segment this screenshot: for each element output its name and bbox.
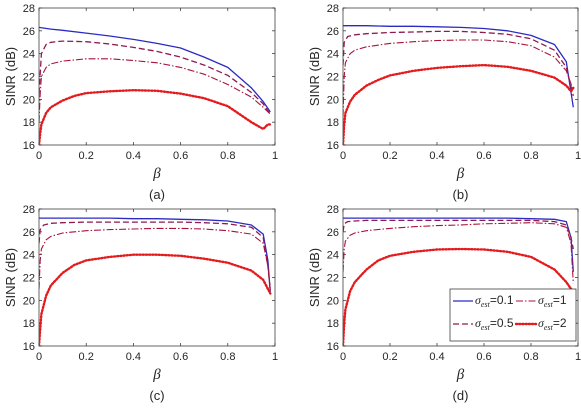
x-tick-label: 1 <box>272 351 278 363</box>
series-line-1 <box>343 217 574 272</box>
x-tick-label: 0.2 <box>382 150 397 162</box>
series-line-3 <box>343 222 574 284</box>
y-tick-label: 24 <box>23 49 35 61</box>
x-tick-label: 0.4 <box>429 150 444 162</box>
panel-caption: (b) <box>453 187 469 202</box>
y-tick-label: 24 <box>327 49 339 61</box>
x-tick-label: 0 <box>36 150 42 162</box>
y-tick-label: 18 <box>23 117 35 129</box>
legend-label: σest=2 <box>538 316 567 332</box>
legend-label: σest=0.5 <box>475 316 514 332</box>
y-tick-label: 22 <box>327 72 339 84</box>
y-tick-label: 28 <box>23 204 35 216</box>
plot-area <box>342 7 579 146</box>
series-line-2 <box>39 221 271 292</box>
x-tick-label: 0.2 <box>79 351 94 363</box>
chart-panel-c: 16 18 20 22 24 26 28 0 0.2 0.4 0.6 0.8 1 SINR (dB) β (c… <box>3 204 278 403</box>
chart-panel-a: 16 18 20 22 24 26 28 0 0.2 0.4 0.6 0.8 1 SINR (dB) β (a… <box>3 3 278 202</box>
x-tick-label: 0.6 <box>173 150 188 162</box>
y-tick-label: 26 <box>23 26 35 38</box>
x-tick-label: 0.6 <box>476 150 491 162</box>
legend-box <box>449 288 577 342</box>
y-tick-label: 20 <box>327 295 339 307</box>
panel-caption: (c) <box>149 388 164 403</box>
y-tick-label: 24 <box>327 250 339 262</box>
series-line-4 <box>39 89 272 145</box>
y-tick-label: 20 <box>23 295 35 307</box>
x-axis-label: β <box>456 367 465 383</box>
panel-caption: (d) <box>453 388 469 403</box>
y-tick-label: 18 <box>327 318 339 330</box>
series-line-4 <box>343 63 575 145</box>
panel-caption: (a) <box>149 187 165 202</box>
series-line-2 <box>343 30 574 97</box>
y-axis-label: SINR (dB) <box>307 248 322 307</box>
series-line-3 <box>343 39 574 117</box>
x-tick-label: 0.6 <box>173 351 188 363</box>
y-axis-label: SINR (dB) <box>3 248 18 307</box>
series-line-2 <box>343 219 574 250</box>
y-tick-label: 18 <box>23 318 35 330</box>
legend-label: σest=1 <box>538 293 567 309</box>
x-tick-label: 0.8 <box>220 150 235 162</box>
y-tick-label: 20 <box>23 94 35 106</box>
legend-label: σest=0.1 <box>475 293 514 309</box>
y-tick-label: 28 <box>327 3 339 15</box>
y-tick-label: 26 <box>327 26 339 38</box>
chart-panel-d: 16 18 20 22 24 26 28 0 0.2 0.4 0.6 0.8 1 SINR (dB) β (d… <box>307 204 581 403</box>
x-tick-label: 1 <box>272 150 278 162</box>
series-line-3 <box>39 58 271 123</box>
x-tick-label: 0.8 <box>523 351 538 363</box>
x-tick-label: 0.6 <box>476 351 491 363</box>
x-axis-label: β <box>456 166 465 182</box>
series-line-3 <box>39 227 271 291</box>
x-tick-label: 1 <box>575 351 581 363</box>
y-tick-label: 26 <box>327 227 339 239</box>
x-tick-label: 0 <box>340 351 346 363</box>
y-axis-label: SINR (dB) <box>3 47 18 106</box>
y-tick-label: 28 <box>23 3 35 15</box>
series-line-4 <box>343 247 575 346</box>
series-line-4 <box>39 253 272 346</box>
y-tick-label: 16 <box>327 341 339 353</box>
plot-area <box>38 7 276 146</box>
y-tick-label: 22 <box>23 273 35 285</box>
x-tick-label: 0.4 <box>429 351 444 363</box>
series-line-1 <box>39 26 271 113</box>
plot-area <box>38 208 276 347</box>
y-tick-label: 24 <box>23 250 35 262</box>
x-tick-label: 0.2 <box>79 150 94 162</box>
y-tick-label: 28 <box>327 204 339 216</box>
x-tick-label: 0.2 <box>382 351 397 363</box>
y-tick-label: 20 <box>327 94 339 106</box>
x-axis-label: β <box>152 367 161 383</box>
x-tick-label: 0 <box>340 150 346 162</box>
legend: σest=0.1 σest=1 σest=0.5 σest=2 <box>449 288 577 342</box>
x-tick-label: 0 <box>36 351 42 363</box>
series-line-1 <box>39 217 271 293</box>
y-tick-label: 16 <box>23 341 35 353</box>
y-tick-label: 22 <box>327 273 339 285</box>
y-axis-label: SINR (dB) <box>307 47 322 106</box>
x-tick-label: 1 <box>575 150 581 162</box>
x-tick-label: 0.4 <box>126 150 141 162</box>
y-tick-label: 16 <box>23 140 35 152</box>
y-tick-label: 18 <box>327 117 339 129</box>
x-tick-label: 0.8 <box>220 351 235 363</box>
x-tick-label: 0.4 <box>126 351 141 363</box>
y-tick-label: 22 <box>23 72 35 84</box>
y-tick-label: 26 <box>23 227 35 239</box>
chart-panel-b: 16 18 20 22 24 26 28 0 0.2 0.4 0.6 0.8 1 SINR (dB) β (b… <box>307 3 581 202</box>
x-tick-label: 0.8 <box>523 150 538 162</box>
series-line-2 <box>39 40 271 115</box>
series-line-1 <box>343 25 574 108</box>
x-axis-label: β <box>152 166 161 182</box>
y-tick-label: 16 <box>327 140 339 152</box>
